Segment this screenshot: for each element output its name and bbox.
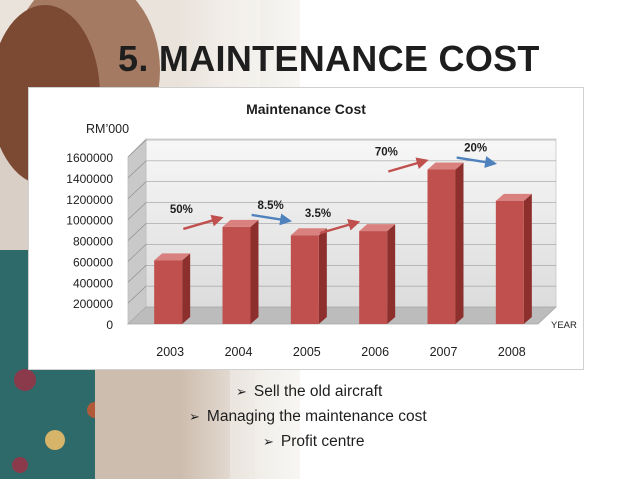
y-tick-label: 1400000 (66, 172, 113, 186)
bullet-item: ➢ Sell the old aircraft (236, 383, 382, 401)
bar-front (359, 231, 388, 324)
x-tick-label: 2004 (225, 345, 253, 359)
y-tick-label: 600000 (73, 255, 113, 269)
bar-side (387, 224, 396, 324)
y-tick-label: 0 (106, 318, 113, 332)
bar-front (495, 200, 524, 324)
gridline-side (127, 265, 147, 283)
bar-side (455, 162, 464, 324)
plot-floor (126, 306, 558, 325)
y-tick-label: 1600000 (66, 151, 113, 165)
bar-top (290, 228, 327, 236)
x-tick-label: 2003 (156, 345, 184, 359)
arrow-bullet-icon: ➢ (236, 384, 247, 399)
slide-title: 5. MAINTENANCE COST (118, 38, 540, 79)
bar (290, 228, 327, 324)
y-tick-label: 800000 (73, 235, 113, 249)
change-label: 70% (375, 147, 398, 159)
gridline-side (127, 202, 147, 220)
bar (495, 193, 532, 324)
gridline-side (127, 160, 147, 179)
bar (359, 224, 396, 324)
chart-area: 0 200000 400000 600000 800000 1000000 1200000 1… (28, 87, 584, 370)
y-tick-label: 1200000 (66, 193, 113, 207)
increase-arrow-icon (387, 157, 429, 173)
y-axis-label: RM’000 (86, 122, 129, 136)
bar-side (182, 253, 191, 324)
bar-front (154, 260, 183, 324)
bar-top (154, 253, 191, 261)
y-tick-label: 200000 (73, 297, 113, 311)
plot-side-wall (127, 138, 147, 325)
arrow-bullet-icon: ➢ (263, 434, 274, 449)
decrease-arrow-icon (251, 213, 293, 226)
gridline-side (127, 285, 147, 304)
increase-arrow-icon (182, 214, 224, 231)
bar-top (359, 224, 396, 232)
gridline-side (127, 139, 147, 158)
bar (154, 253, 191, 324)
bar-side (318, 228, 327, 324)
gridline-side (127, 223, 147, 241)
gridline-side (127, 181, 147, 199)
bar-top (222, 219, 259, 227)
change-label: 8.5% (258, 200, 284, 212)
increase-arrow-icon (319, 219, 361, 235)
bar-top (427, 162, 464, 170)
bar-side (250, 219, 259, 324)
bar-front (427, 169, 456, 324)
x-tick-label: 2005 (293, 345, 321, 359)
decrease-arrow-icon (456, 156, 498, 168)
change-label: 20% (464, 143, 487, 155)
bullet-text: Profit centre (280, 433, 365, 450)
x-tick-label: 2008 (498, 345, 526, 359)
x-axis-label: YEAR (551, 320, 577, 331)
bullet-text: Sell the old aircraft (253, 383, 383, 400)
bullet-item: ➢ Profit centre (263, 433, 364, 451)
x-tick-label: 2006 (361, 345, 389, 359)
gridline-side (127, 244, 147, 262)
bar-top (495, 193, 532, 201)
chart-title: Maintenance Cost (246, 101, 366, 117)
change-label: 50% (170, 204, 193, 216)
bar-front (222, 226, 251, 324)
bar (427, 162, 464, 324)
bullet-item: ➢ Managing the maintenance cost (189, 408, 427, 426)
y-tick-label: 1000000 (66, 214, 113, 228)
arrow-bullet-icon: ➢ (189, 409, 200, 424)
change-label: 3.5% (305, 208, 331, 220)
bar-side (523, 193, 532, 324)
maintenance-cost-chart: 0 200000 400000 600000 800000 1000000 1200000 1… (28, 87, 584, 370)
y-tick-label: 400000 (73, 276, 113, 290)
x-tick-label: 2007 (430, 345, 458, 359)
bullet-text: Managing the maintenance cost (206, 408, 427, 425)
bar (222, 219, 259, 324)
bar-front (290, 235, 319, 324)
